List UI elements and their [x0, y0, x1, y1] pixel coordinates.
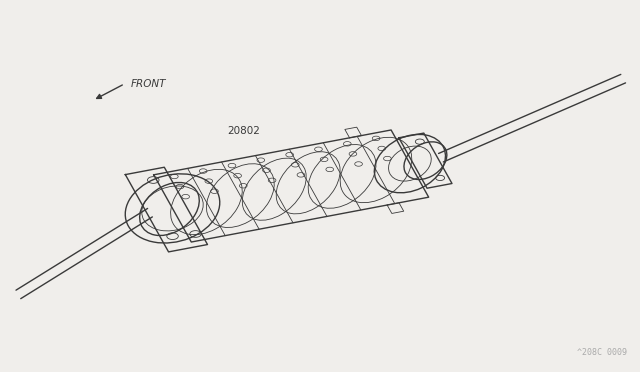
- Text: ^208C 0009: ^208C 0009: [577, 348, 627, 357]
- Text: FRONT: FRONT: [131, 79, 166, 89]
- Text: 20802: 20802: [227, 126, 260, 136]
